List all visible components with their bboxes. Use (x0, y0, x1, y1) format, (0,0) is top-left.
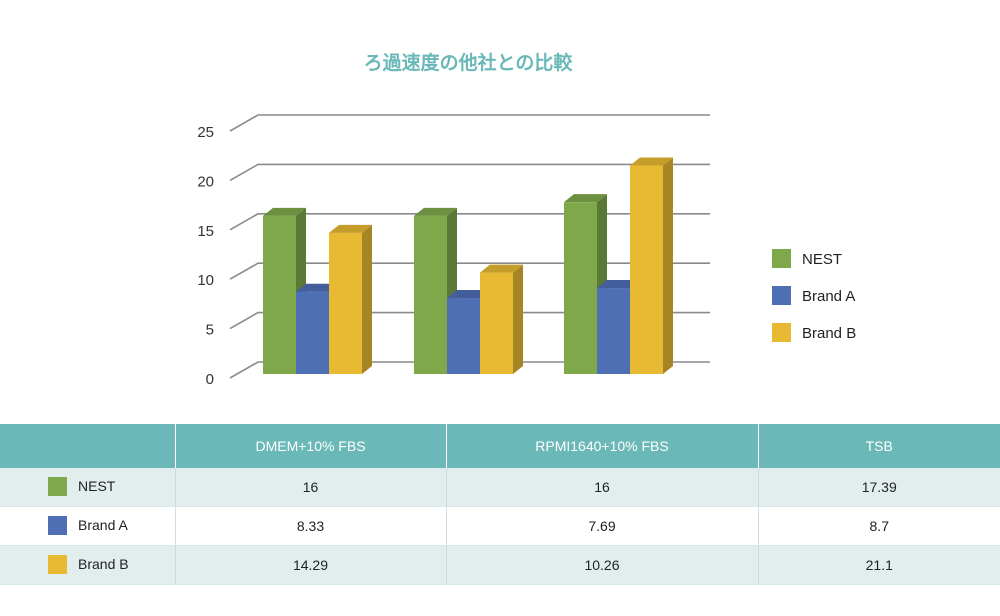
bar-brand-b-0 (329, 232, 362, 374)
cell-brand-b-dmem: 14.29 (175, 545, 447, 585)
table-header-dmem: DMEM+10% FBS (175, 424, 447, 468)
brand-b-swatch (48, 555, 67, 574)
row-label-brand-b: Brand B (78, 556, 129, 572)
table-row-nest: NEST 16 16 17.39 (0, 468, 1000, 507)
gridline-15 (229, 213, 710, 231)
legend-swatch-nest (772, 249, 791, 268)
data-table: DMEM+10% FBS RPMI1640+10% FBS TSB NEST 1… (0, 424, 1000, 585)
bar-chart: ろ過速度の他社との比較 0 5 10 15 20 25 NEST Brand A Brand B (197, 51, 856, 388)
y-tick-5: 5 (206, 322, 214, 339)
gridline-25 (229, 114, 710, 132)
table-header-blank (0, 424, 176, 468)
bar-nest-2 (564, 202, 597, 374)
chart-title: ろ過速度の他社との比較 (364, 51, 574, 74)
bar-brand-a-1 (447, 298, 480, 374)
bar-top-brand-a-1 (447, 290, 490, 299)
table-header-rpmi: RPMI1640+10% FBS (446, 424, 759, 468)
y-tick-10: 10 (197, 272, 214, 289)
bar-top-nest-1 (414, 207, 457, 216)
cell-nest-dmem: 16 (175, 468, 447, 507)
nest-swatch (48, 477, 67, 496)
legend-label-brand-a: Brand A (802, 288, 855, 305)
cell-brand-a-tsb: 8.7 (758, 506, 1000, 546)
bar-top-nest-0 (263, 207, 306, 216)
gridline-20 (229, 163, 710, 182)
y-tick-25: 25 (197, 124, 214, 141)
y-tick-15: 15 (197, 223, 214, 240)
row-label-brand-a: Brand A (78, 517, 128, 533)
bar-side-brand-b-2 (663, 157, 673, 374)
row-header-nest: NEST (0, 468, 176, 507)
legend-swatch-brand-b (772, 323, 791, 342)
gridline-0 (229, 361, 710, 379)
gridline-5 (229, 311, 710, 330)
cell-brand-a-rpmi: 7.69 (446, 506, 759, 546)
cell-brand-b-tsb: 21.1 (758, 545, 1000, 585)
bar-top-brand-b-0 (329, 224, 372, 233)
cell-brand-a-dmem: 8.33 (175, 506, 447, 546)
bar-side-brand-b-0 (362, 224, 372, 374)
bar-top-brand-a-0 (296, 283, 339, 292)
bar-brand-a-2 (597, 288, 630, 374)
bar-top-brand-b-1 (480, 264, 523, 273)
table-row-brand-b: Brand B 14.29 10.26 21.1 (0, 545, 1000, 585)
bar-top-brand-b-2 (630, 157, 673, 166)
table-header-tsb: TSB (758, 424, 1000, 468)
bar-nest-1 (414, 215, 447, 374)
gridline-10 (229, 262, 710, 280)
row-header-brand-a: Brand A (0, 506, 176, 546)
bar-brand-b-1 (480, 272, 513, 374)
bar-top-brand-a-2 (597, 280, 640, 289)
y-tick-20: 20 (197, 173, 214, 190)
bar-side-brand-b-1 (513, 264, 523, 374)
legend-label-nest: NEST (802, 251, 842, 268)
bar-nest-0 (263, 215, 296, 374)
table-row-brand-a: Brand A 8.33 7.69 8.7 (0, 506, 1000, 546)
legend-swatch-brand-a (772, 286, 791, 305)
legend-label-brand-b: Brand B (802, 325, 856, 342)
row-header-brand-b: Brand B (0, 545, 176, 585)
y-tick-0: 0 (206, 371, 214, 388)
cell-nest-rpmi: 16 (446, 468, 759, 507)
cell-brand-b-rpmi: 10.26 (446, 545, 759, 585)
bar-top-nest-2 (564, 194, 607, 203)
bar-brand-b-2 (630, 165, 663, 374)
row-label-nest: NEST (78, 478, 116, 494)
brand-a-swatch (48, 516, 67, 535)
cell-nest-tsb: 17.39 (758, 468, 1000, 507)
table-header-row: DMEM+10% FBS RPMI1640+10% FBS TSB (0, 424, 1000, 468)
bar-brand-a-0 (296, 291, 329, 374)
chart-area: ろ過速度の他社との比較 0 5 10 15 20 25 NEST Brand A Brand B (197, 51, 856, 388)
